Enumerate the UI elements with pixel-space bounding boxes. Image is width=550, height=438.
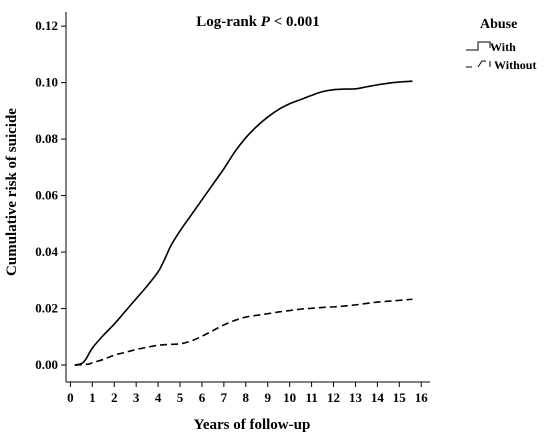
x-tick-label: 0 — [67, 390, 74, 405]
legend: Abuse With Without — [466, 17, 536, 72]
x-tick-label: 3 — [133, 390, 140, 405]
title-suffix: < 0.001 — [270, 14, 320, 30]
legend-entry-with: With — [466, 40, 516, 54]
x-tick-label: 11 — [305, 390, 317, 405]
legend-title: Abuse — [480, 17, 517, 32]
y-tick-label: 0.12 — [35, 18, 58, 33]
x-tick-label: 16 — [415, 390, 429, 405]
chart-title: Log-rank P < 0.001 — [196, 14, 320, 30]
y-tick-label: 0.06 — [35, 188, 58, 203]
y-ticks: 0.00 0.02 0.04 0.06 0.08 0.10 0.12 — [35, 18, 66, 372]
legend-label-with: With — [490, 40, 516, 54]
x-tick-label: 9 — [264, 390, 271, 405]
x-axis-title: Years of follow-up — [194, 417, 311, 433]
y-tick-label: 0.00 — [35, 357, 58, 372]
x-tick-label: 12 — [327, 390, 340, 405]
x-ticks: 0 1 2 3 4 5 6 7 8 9 10 11 12 13 14 15 16 — [67, 382, 428, 405]
x-tick-label: 8 — [243, 390, 250, 405]
legend-entry-without: Without — [466, 58, 536, 72]
x-tick-label: 10 — [283, 390, 296, 405]
legend-solid-line-icon — [466, 41, 491, 51]
x-tick-label: 13 — [349, 390, 363, 405]
series-line-with — [74, 80, 413, 366]
series-layer — [74, 80, 413, 366]
legend-dashed-line-icon — [466, 60, 491, 68]
y-tick-label: 0.08 — [35, 131, 58, 146]
legend-label-without: Without — [494, 58, 536, 72]
series-line-without — [74, 298, 413, 366]
x-tick-label: 15 — [393, 390, 407, 405]
x-tick-label: 4 — [155, 390, 162, 405]
x-tick-label: 14 — [371, 390, 385, 405]
axes — [65, 12, 430, 383]
title-prefix: Log-rank — [196, 14, 261, 30]
x-tick-label: 7 — [221, 390, 228, 405]
y-axis-title: Cumulative risk of suicide — [4, 108, 20, 276]
x-tick-label: 1 — [89, 390, 96, 405]
y-tick-label: 0.10 — [35, 75, 58, 90]
x-tick-label: 5 — [177, 390, 184, 405]
x-tick-label: 6 — [199, 390, 206, 405]
x-tick-label: 2 — [111, 390, 118, 405]
title-italic-p: P — [261, 14, 271, 30]
y-tick-label: 0.04 — [35, 244, 58, 259]
y-tick-label: 0.02 — [35, 301, 58, 316]
